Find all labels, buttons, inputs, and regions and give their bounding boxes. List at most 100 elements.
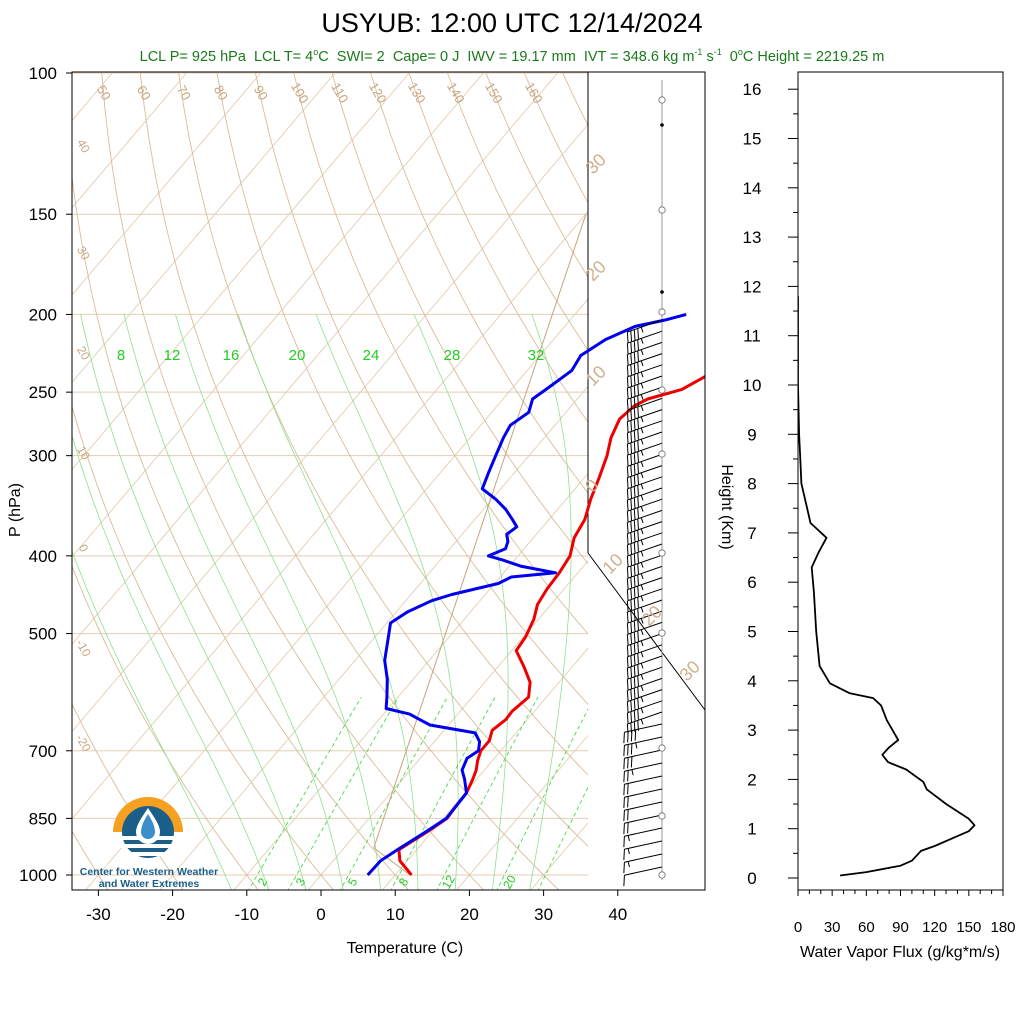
barb-feather bbox=[623, 758, 625, 770]
dry-adiabat-label: 40 bbox=[74, 137, 93, 156]
barb-feather bbox=[633, 575, 636, 587]
barb-feather bbox=[637, 585, 639, 597]
barb-half-feather bbox=[627, 835, 630, 842]
wind-barb bbox=[626, 588, 663, 612]
barb-staff bbox=[624, 814, 663, 824]
barb-feather bbox=[637, 630, 639, 642]
barb-feather bbox=[623, 875, 625, 887]
barb-feather bbox=[633, 329, 636, 341]
wind-barb bbox=[623, 827, 663, 848]
wind-barb bbox=[626, 453, 663, 477]
mixing-ratio-label: 5 bbox=[345, 875, 361, 888]
mixing-ratio-label: 24 bbox=[363, 347, 380, 364]
wind-barb bbox=[623, 853, 663, 874]
barb-feather bbox=[637, 406, 639, 418]
barb-feather bbox=[633, 654, 636, 665]
moist-adiabat bbox=[529, 314, 572, 890]
barb-feather bbox=[630, 532, 633, 543]
x-tick-label: 20 bbox=[460, 905, 479, 924]
cape-value: Cape= 0 J bbox=[392, 48, 460, 65]
wind-barb bbox=[626, 577, 663, 601]
level-marker bbox=[660, 123, 664, 127]
barb-feather bbox=[630, 543, 633, 555]
dry-adiabat-label: 50 bbox=[94, 83, 114, 103]
wind-barb bbox=[623, 840, 663, 861]
height-tick-label: 3 bbox=[747, 721, 756, 740]
x-tick-label: -10 bbox=[235, 905, 260, 924]
mixing-ratio-label: 8 bbox=[117, 347, 125, 364]
barb-staff bbox=[624, 866, 663, 876]
dry-adiabat bbox=[408, 72, 705, 567]
isotherm-line bbox=[159, 247, 705, 890]
barb-feather bbox=[627, 783, 629, 795]
wind-barb bbox=[626, 319, 663, 343]
barb-feather bbox=[626, 589, 629, 601]
isotherm-line bbox=[456, 597, 705, 890]
barb-staff bbox=[627, 487, 663, 501]
barb-feather bbox=[637, 529, 639, 541]
level-marker bbox=[658, 96, 666, 104]
barb-feather bbox=[623, 836, 625, 848]
moist-adiabat bbox=[123, 314, 344, 890]
barb-feather bbox=[637, 541, 639, 552]
barb-staff bbox=[627, 700, 663, 714]
dry-adiabat bbox=[72, 565, 259, 890]
wind-barb bbox=[623, 866, 663, 887]
barb-staff bbox=[627, 565, 663, 579]
mixing-ratio-label: 12 bbox=[164, 347, 181, 364]
barb-staff bbox=[624, 853, 663, 863]
barb-feather bbox=[637, 563, 639, 575]
wind-barb bbox=[626, 476, 663, 500]
wind-barb bbox=[626, 431, 663, 455]
barb-feather bbox=[637, 686, 639, 698]
barb-feather bbox=[630, 521, 633, 532]
wind-barb bbox=[626, 621, 663, 645]
barb-feather bbox=[633, 340, 636, 352]
barb-feather bbox=[637, 373, 639, 384]
dry-adiabat bbox=[139, 72, 560, 890]
moist-adiabat bbox=[413, 314, 509, 890]
wind-barb bbox=[626, 543, 663, 567]
barb-half-feather bbox=[640, 495, 644, 501]
barb-staff bbox=[627, 465, 663, 479]
barb-staff bbox=[627, 711, 663, 725]
dry-adiabat-label: 30 bbox=[74, 244, 93, 263]
barb-feather bbox=[637, 597, 639, 608]
barb-half-feather bbox=[640, 640, 644, 647]
barb-feather bbox=[627, 731, 629, 743]
barb-feather bbox=[630, 599, 633, 611]
barb-panel bbox=[587, 72, 706, 890]
barb-feather bbox=[637, 641, 639, 653]
barb-feather bbox=[630, 730, 633, 742]
barb-feather bbox=[626, 488, 629, 500]
barb-feather bbox=[633, 508, 636, 520]
y-tick-label: 850 bbox=[29, 809, 57, 828]
barb-feather bbox=[630, 588, 633, 599]
wind-barb bbox=[626, 644, 663, 668]
dry-adiabat-label: 110 bbox=[328, 80, 351, 105]
barb-feather bbox=[633, 419, 636, 430]
wind-barb bbox=[626, 509, 663, 533]
barb-feather bbox=[637, 440, 639, 451]
wind-barb bbox=[626, 655, 663, 679]
wind-barb bbox=[623, 749, 663, 770]
barb-half-feather bbox=[640, 719, 644, 725]
barb-feather bbox=[630, 487, 633, 499]
mixing-ratio-label: 20 bbox=[289, 347, 306, 364]
barb-half-feather bbox=[640, 461, 644, 467]
barb-feather bbox=[626, 656, 629, 668]
barb-feather bbox=[627, 744, 629, 756]
barb-feather bbox=[637, 384, 639, 395]
barb-feather bbox=[630, 341, 633, 353]
barb-staff bbox=[627, 677, 663, 691]
barb-staff bbox=[627, 543, 663, 557]
barb-staff bbox=[624, 749, 663, 759]
mixing-ratio-line bbox=[436, 696, 539, 890]
barb-half-feather bbox=[640, 674, 644, 680]
barb-feather bbox=[626, 399, 629, 410]
wind-barb bbox=[626, 420, 663, 444]
sounding-indices: LCL P= 925 hPa LCL T= 4oC SWI= 2 Cape= 0… bbox=[0, 47, 1024, 65]
barb-feather bbox=[633, 385, 636, 397]
y-tick-label: 300 bbox=[29, 447, 57, 466]
barb-staff bbox=[627, 621, 663, 635]
